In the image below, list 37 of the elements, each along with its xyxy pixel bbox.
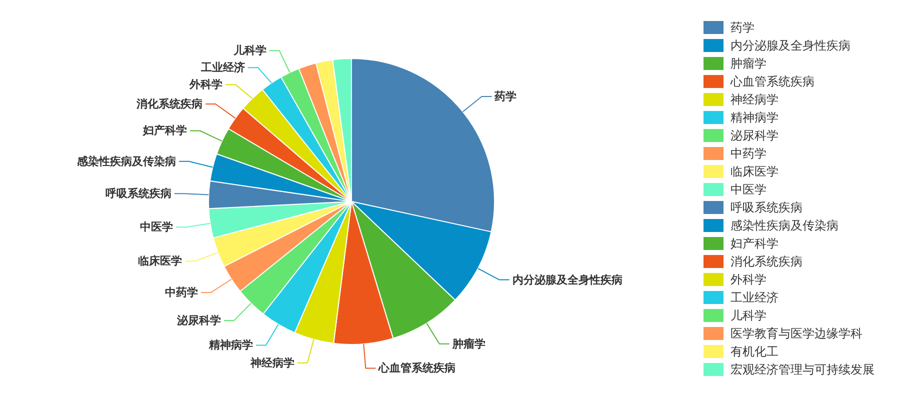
legend-label: 肿瘤学 — [730, 56, 766, 70]
legend-label: 呼吸系统疾病 — [730, 200, 802, 214]
legend-label: 儿科学 — [730, 308, 766, 322]
legend-label: 中医学 — [730, 182, 766, 196]
legend-label: 心血管系统疾病 — [730, 74, 814, 88]
slice-label: 心血管系统疾病 — [378, 362, 456, 375]
slice-label: 药学 — [494, 90, 517, 103]
slice-label: 妇产科学 — [142, 124, 187, 138]
legend-label: 宏观经济管理与可持续发展 — [730, 362, 874, 376]
legend-label: 医学教育与医学边缘学科 — [730, 326, 862, 340]
slice-label: 神经病学 — [249, 356, 294, 370]
slice-label: 中医学 — [140, 220, 174, 234]
legend-label: 妇产科学 — [730, 236, 778, 250]
legend-label: 临床医学 — [730, 164, 778, 178]
slice-label: 消化系统疾病 — [136, 98, 203, 111]
legend-label: 消化系统疾病 — [730, 254, 802, 268]
slice-label: 工业经济 — [200, 61, 245, 74]
legend-label: 内分泌腺及全身性疾病 — [730, 38, 850, 52]
legend-label: 药学 — [730, 20, 754, 34]
slice-label: 外科学 — [188, 78, 222, 92]
slice-label: 儿科学 — [232, 44, 266, 58]
slice-label: 泌尿科学 — [176, 314, 221, 328]
slice-label: 精神病学 — [208, 338, 253, 352]
legend-label: 有机化工 — [730, 344, 778, 358]
legend-label: 神经病学 — [730, 92, 778, 106]
slice-label: 呼吸系统疾病 — [105, 187, 172, 200]
legend-label: 中药学 — [730, 146, 766, 160]
legend-label: 感染性疾病及传染病 — [730, 218, 838, 232]
legend-label: 外科学 — [730, 272, 766, 286]
legend-label: 精神病学 — [730, 110, 778, 124]
legend-label: 工业经济 — [730, 290, 778, 304]
slice-label: 感染性疾病及传染病 — [76, 154, 176, 168]
slice-label: 中药学 — [165, 286, 198, 299]
legend-label: 泌尿科学 — [730, 128, 778, 142]
slice-label: 临床医学 — [138, 254, 182, 268]
slice-label: 内分泌腺及全身性疾病 — [512, 273, 622, 286]
slice-label: 肿瘤学 — [451, 337, 486, 350]
